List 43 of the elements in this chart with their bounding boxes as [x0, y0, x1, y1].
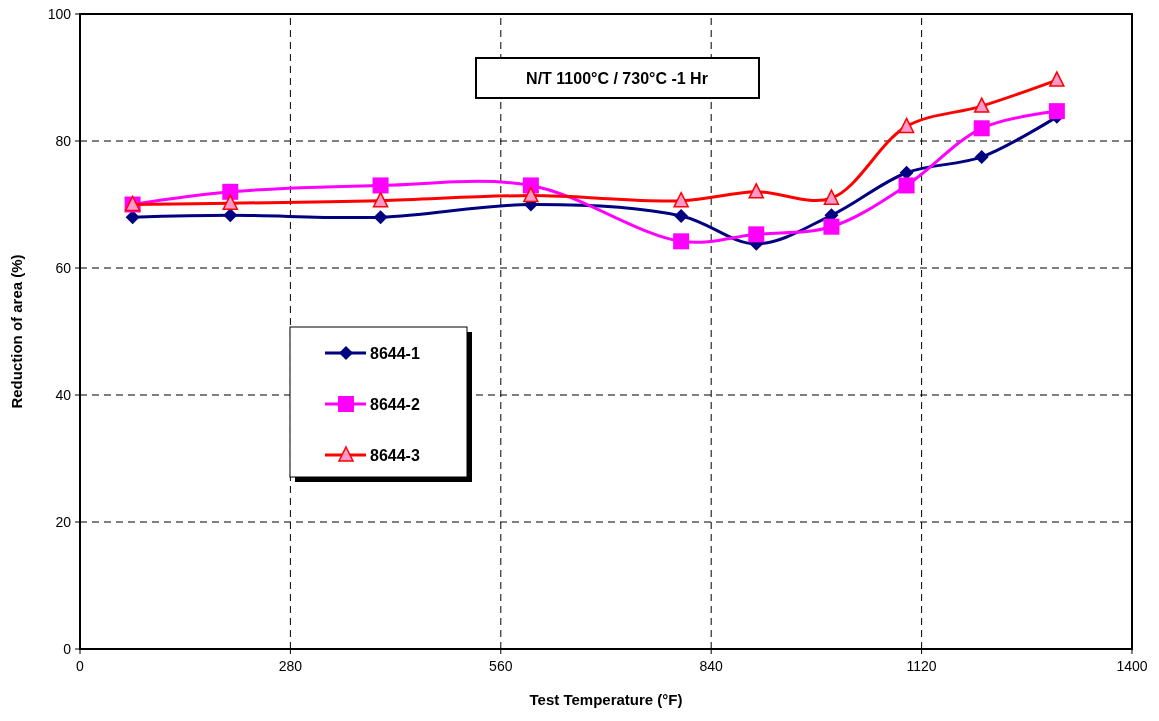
point — [372, 191, 389, 208]
point — [899, 165, 914, 180]
point — [973, 120, 990, 137]
point — [673, 233, 690, 250]
point — [898, 117, 915, 134]
point — [1049, 71, 1065, 87]
note-box: N/T 1100°C / 730°C -1 Hr — [475, 57, 760, 99]
legend-label: 8644-1 — [370, 345, 420, 362]
annotation: N/T 1100°C / 730°C -1 Hr — [526, 70, 708, 87]
y-tick-label: 0 — [63, 641, 72, 657]
point — [973, 97, 990, 113]
point — [522, 177, 539, 194]
x-tick-label: 560 — [489, 658, 513, 674]
x-tick-label: 1400 — [1116, 658, 1148, 674]
point — [222, 194, 239, 210]
y-tick-label: 80 — [55, 133, 72, 149]
point — [223, 208, 238, 223]
legend-label: 8644-3 — [370, 447, 420, 464]
x-tick-label: 280 — [278, 658, 303, 674]
point — [748, 183, 765, 199]
point — [898, 177, 915, 194]
point — [823, 218, 840, 235]
point — [673, 191, 689, 208]
point — [674, 208, 689, 223]
y-tick-label: 100 — [47, 6, 72, 22]
point — [125, 210, 140, 225]
x-tick-label: 840 — [699, 658, 724, 674]
x-tick-label: 1120 — [906, 658, 937, 674]
point — [372, 177, 389, 194]
point — [748, 226, 765, 243]
y-tick-label: 40 — [55, 387, 72, 403]
point — [222, 183, 239, 200]
point — [1048, 103, 1065, 120]
point — [823, 189, 840, 205]
x-tick-label: 0 — [76, 658, 85, 674]
y-axis-title: Reduction of area (%) — [8, 254, 25, 409]
point — [523, 186, 539, 203]
x-axis-title: Test Temperature (°F) — [529, 691, 683, 708]
y-tick-label: 60 — [55, 260, 72, 276]
legend-label: 8644-2 — [370, 396, 420, 413]
point — [373, 210, 388, 225]
y-tick-label: 20 — [55, 514, 72, 530]
point — [974, 149, 989, 164]
